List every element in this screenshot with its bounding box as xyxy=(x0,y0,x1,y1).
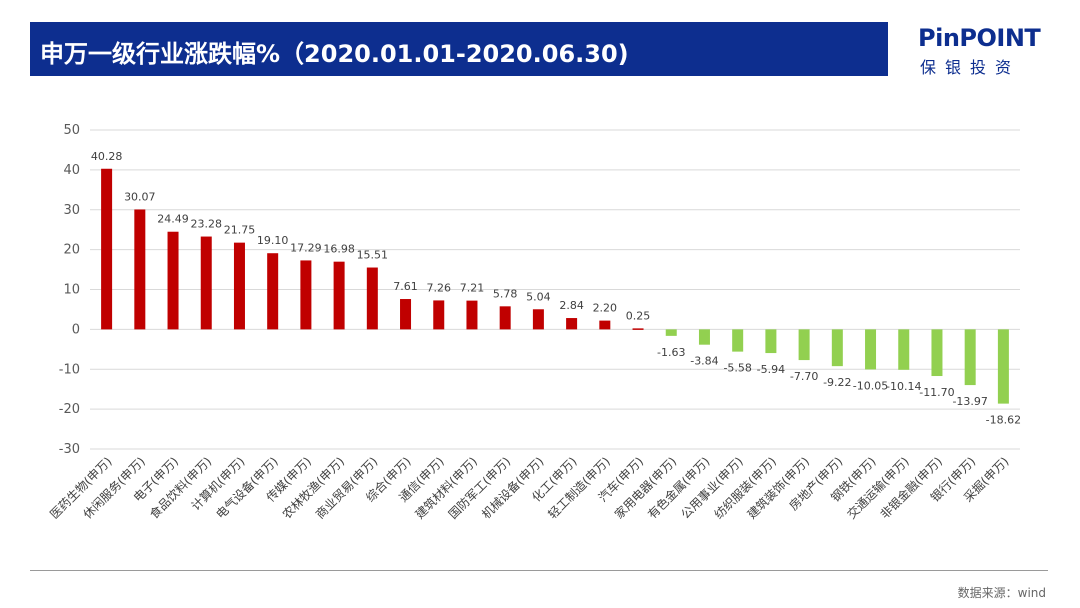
bar xyxy=(997,329,1009,404)
data-label: 21.75 xyxy=(224,224,256,237)
bar xyxy=(599,320,611,330)
data-label: 17.29 xyxy=(290,241,322,254)
bar xyxy=(532,309,544,330)
data-label: 19.10 xyxy=(257,234,289,247)
data-label: -7.70 xyxy=(790,370,818,383)
bar xyxy=(765,329,777,354)
data-label: 23.28 xyxy=(191,218,223,231)
bar xyxy=(200,236,212,330)
y-tick-label: 0 xyxy=(72,322,80,337)
bar xyxy=(499,306,511,330)
chart-area: 50 40 30 20 10 0 -10 -20 -30 40.28 医药生物(申万) 30.07 休闲… xyxy=(47,123,1021,522)
y-tick-label: 20 xyxy=(63,243,80,258)
data-label: -18.62 xyxy=(986,414,1021,427)
y-tick-label: -30 xyxy=(59,442,80,457)
data-label: -10.05 xyxy=(853,379,888,392)
bar xyxy=(798,329,810,361)
bar xyxy=(167,231,179,330)
bar xyxy=(300,260,312,330)
data-label: 5.04 xyxy=(526,290,551,303)
data-label: 2.84 xyxy=(559,299,584,312)
data-label: 15.51 xyxy=(357,249,389,262)
data-label: 24.49 xyxy=(157,213,189,226)
y-tick-label: 10 xyxy=(63,283,80,298)
data-source-note: 数据来源：wind xyxy=(957,586,1046,600)
bar xyxy=(931,329,943,377)
data-label: 7.61 xyxy=(393,280,418,293)
bar xyxy=(865,329,877,370)
data-label: -13.97 xyxy=(952,395,987,408)
company-logo: PinPOINT 保银投资 xyxy=(918,24,1048,78)
logo-brand-text: PinPOINT xyxy=(918,24,1041,52)
bar xyxy=(566,318,578,330)
bar xyxy=(400,299,412,330)
bar xyxy=(898,329,910,370)
bar xyxy=(831,329,843,367)
data-label: -3.84 xyxy=(690,355,718,368)
data-label: 7.26 xyxy=(427,281,452,294)
data-label: 5.78 xyxy=(493,287,518,300)
bar xyxy=(134,209,146,330)
data-label: -1.63 xyxy=(657,346,685,359)
bar xyxy=(964,329,976,386)
data-label: 30.07 xyxy=(124,190,156,203)
bar xyxy=(233,242,245,330)
data-label: -5.94 xyxy=(757,363,785,376)
bar xyxy=(101,168,113,330)
bar-chart: 50403020100-10-20-3040.28医药生物(申万)30.07休闲… xyxy=(47,123,1021,522)
logo-subtitle: 保银投资 xyxy=(920,58,1021,77)
y-tick-label: -20 xyxy=(59,402,80,417)
bar xyxy=(732,329,744,352)
y-tick-label: 30 xyxy=(63,203,80,218)
bar xyxy=(665,329,677,336)
page-title: 申万一级行业涨跌幅%（2020.01.01-2020.06.30) xyxy=(40,40,629,68)
bar xyxy=(366,267,378,330)
bar xyxy=(433,300,445,330)
y-tick-label: -10 xyxy=(59,362,80,377)
data-label: 2.20 xyxy=(593,302,618,315)
data-label: 7.21 xyxy=(460,282,485,295)
data-label: -10.14 xyxy=(886,380,921,393)
bar xyxy=(698,329,710,345)
bar xyxy=(333,261,345,330)
data-label: 16.98 xyxy=(323,243,355,256)
bar xyxy=(632,328,644,330)
data-label: 0.25 xyxy=(626,309,651,322)
bar xyxy=(267,253,279,330)
y-tick-label: 40 xyxy=(63,163,80,178)
title-bar xyxy=(30,22,888,76)
y-tick-label: 50 xyxy=(63,123,80,138)
bar xyxy=(466,300,478,330)
footer-divider xyxy=(30,570,1048,571)
data-label: -5.58 xyxy=(723,362,751,375)
data-label: -9.22 xyxy=(823,376,851,389)
data-label: 40.28 xyxy=(91,150,123,163)
data-label: -11.70 xyxy=(919,386,954,399)
